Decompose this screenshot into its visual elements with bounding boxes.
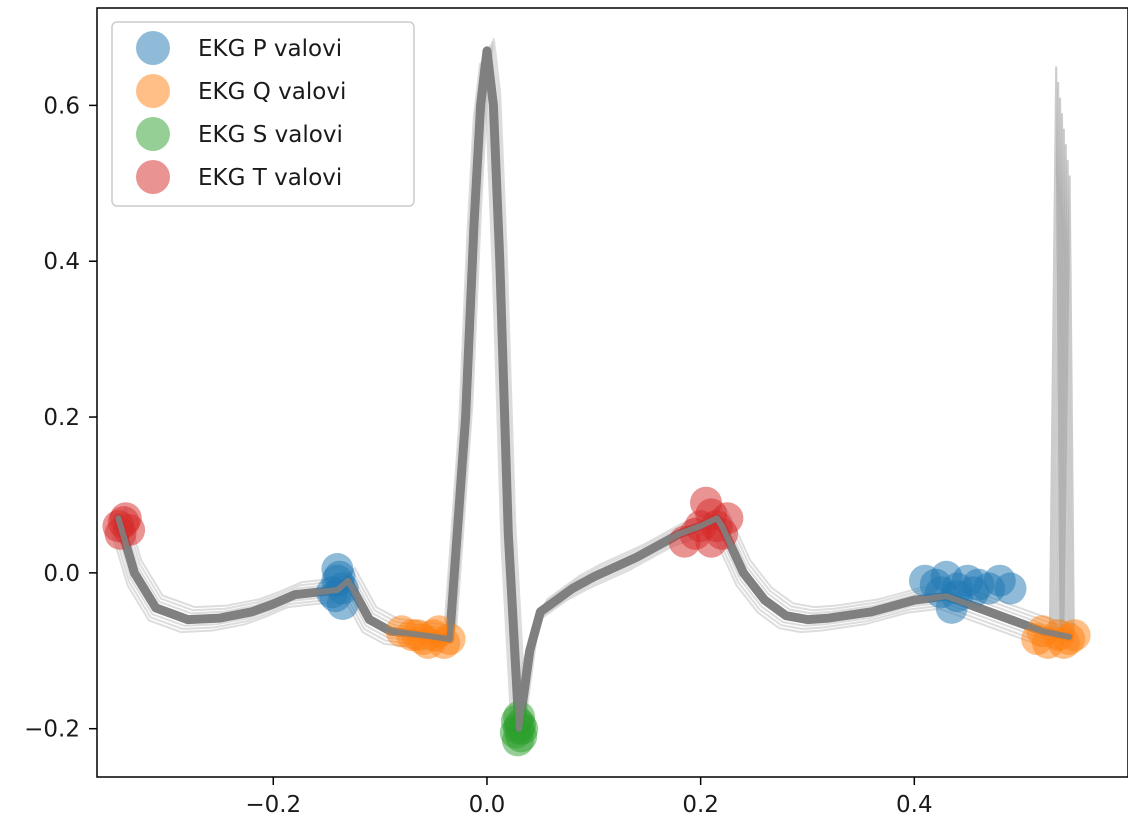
ecg-mean-trace-overlay <box>115 47 1073 732</box>
wave-point <box>109 502 142 535</box>
ecg-end-spike <box>1062 175 1075 636</box>
x-tick-label: −0.2 <box>245 792 301 818</box>
x-tick-label: 0.0 <box>469 792 506 818</box>
y-tick-label: 0.0 <box>43 561 80 587</box>
x-tick-label: 0.2 <box>682 792 719 818</box>
plot-frame <box>96 7 1128 778</box>
y-tick-label: 0.6 <box>43 93 80 119</box>
legend-box <box>111 21 415 207</box>
y-tick-label: −0.2 <box>24 717 80 743</box>
ecg-end-spike <box>1060 159 1073 636</box>
legend-label: EKG T valovi <box>198 165 342 191</box>
ecg-end-spike <box>1058 144 1072 636</box>
legend-swatch <box>136 74 170 108</box>
wave-point <box>326 588 359 620</box>
legend: EKG P valovi EKG Q valovi EKG S valovi EKG … <box>111 21 415 207</box>
wave-markers <box>102 47 1091 757</box>
legend-swatch <box>136 31 170 65</box>
x-axis: −0.2 0.0 0.2 0.4 <box>245 777 933 818</box>
y-tick-label: 0.2 <box>43 405 80 431</box>
legend-label: EKG Q valovi <box>198 79 346 105</box>
legend-swatch <box>136 117 170 151</box>
legend-swatch <box>136 160 170 194</box>
legend-label: EKG S valovi <box>198 122 343 148</box>
wave-point <box>321 553 354 585</box>
y-tick-label: 0.4 <box>43 249 80 275</box>
wave-point <box>925 576 957 609</box>
ecg-end-spike <box>1056 128 1070 636</box>
x-tick-label: 0.4 <box>896 792 933 818</box>
legend-label: EKG P valovi <box>198 36 342 62</box>
y-axis: −0.2 0.0 0.2 0.4 0.6 <box>24 93 97 743</box>
wave-point <box>994 572 1027 605</box>
